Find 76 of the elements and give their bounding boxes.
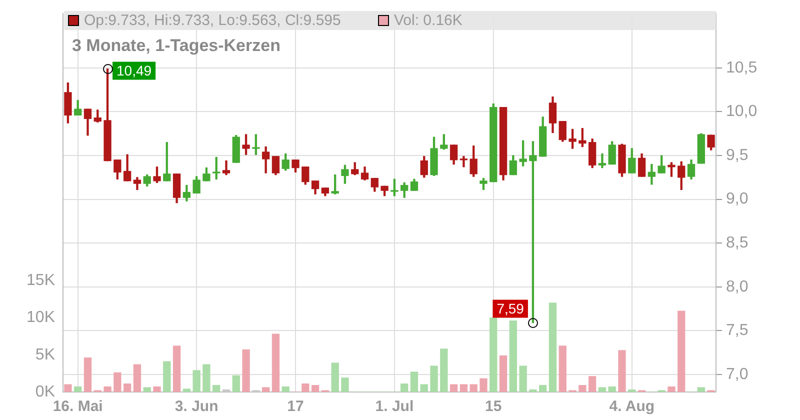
- bar: [341, 378, 349, 392]
- x-tick-label: 3. Jun: [174, 398, 218, 416]
- bar: [440, 348, 448, 392]
- y-tick-label: 7,5: [726, 322, 748, 340]
- bar: [430, 366, 438, 392]
- bar: [104, 386, 112, 392]
- y-tick-label: 9,0: [726, 190, 748, 208]
- bar: [588, 376, 596, 392]
- bar: [133, 364, 142, 392]
- bar: [302, 384, 310, 392]
- y-tick-label: 10,0: [726, 103, 758, 120]
- bar: [64, 384, 72, 392]
- bar: [628, 389, 636, 392]
- bar: [242, 349, 250, 392]
- annotation: 7,59: [496, 300, 524, 317]
- bar: [420, 384, 428, 392]
- bar: [232, 375, 240, 392]
- annotation: Vol: 0.16K: [394, 12, 462, 29]
- y-tick-label: 7,0: [726, 366, 748, 383]
- bar: [618, 350, 626, 392]
- bar: [598, 387, 606, 392]
- y2-tick-label: 0K: [35, 383, 56, 400]
- x-tick-label: 17: [287, 398, 304, 416]
- bar: [192, 370, 200, 392]
- bar: [470, 384, 478, 392]
- bar: [678, 310, 686, 392]
- text: 3 Monate, 1-Tages-Kerzen: [72, 36, 280, 56]
- y-tick-label: 9,5: [726, 146, 748, 164]
- bar: [480, 378, 488, 392]
- bar: [558, 346, 566, 392]
- y2-tick-label: 5K: [35, 346, 56, 364]
- bar: [74, 386, 82, 392]
- bar: [460, 384, 468, 392]
- y2-tick-label: 10K: [26, 309, 56, 326]
- bar: [331, 362, 339, 392]
- bar: [490, 317, 498, 392]
- bar: [282, 386, 290, 392]
- bar: [499, 355, 508, 392]
- bar: [84, 358, 92, 392]
- bar: [450, 384, 458, 392]
- bar: [272, 334, 280, 392]
- bar: [548, 302, 557, 392]
- x-tick-label: 15: [485, 398, 502, 416]
- x-tick-label: 4. Aug: [609, 398, 655, 416]
- bar: [668, 386, 676, 392]
- bar: [143, 387, 151, 392]
- bar: [202, 364, 210, 392]
- header-panel: Op:9.733, Hi:9.733, Lo:9.563, Cl:9.595 Vol: 0.16K: [64, 11, 716, 30]
- bar: [519, 366, 527, 392]
- candlestick: [598, 153, 606, 168]
- bar: [539, 384, 547, 392]
- x-tick-label: 1. Jul: [375, 398, 414, 416]
- bar: [182, 388, 191, 392]
- annotation: 10,49: [116, 62, 152, 79]
- bar: [163, 361, 171, 392]
- y-tick-label: 8,0: [726, 278, 748, 296]
- bar: [509, 320, 518, 392]
- bar: [529, 389, 537, 392]
- bar: [114, 372, 122, 392]
- bar: [222, 389, 230, 392]
- x-tick-label: 16. Mai: [52, 398, 103, 416]
- bar: [400, 384, 408, 392]
- bar: [212, 384, 220, 392]
- bar: [697, 387, 705, 392]
- annotation: Op:9.733, Hi:9.733, Lo:9.563, Cl:9.595: [84, 12, 341, 29]
- bar: [172, 346, 181, 392]
- bar: [410, 372, 418, 392]
- bar: [608, 386, 616, 392]
- bar: [578, 384, 586, 392]
- y2-tick-label: 15K: [26, 272, 56, 290]
- bar: [262, 387, 270, 392]
- bar: [153, 386, 161, 392]
- y-tick-label: 10,5: [726, 59, 758, 76]
- y-tick-label: 8,5: [726, 234, 748, 252]
- bar: [311, 384, 320, 392]
- bar: [123, 384, 132, 392]
